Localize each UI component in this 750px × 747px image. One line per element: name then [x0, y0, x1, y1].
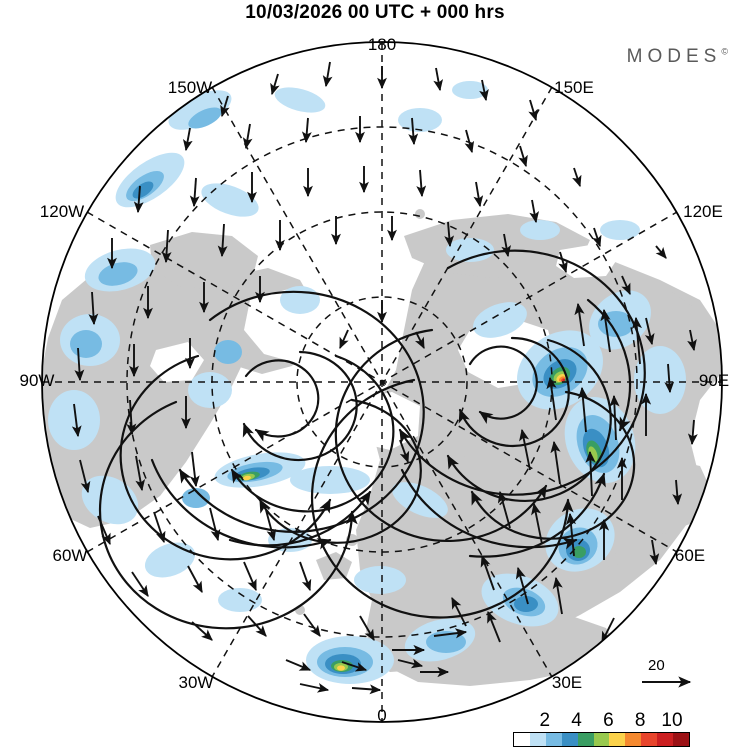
colorbar-swatch-8 [641, 733, 658, 746]
colorbar-tick-10: 10 [661, 710, 683, 731]
wind-vector-layer [71, 61, 698, 695]
colorbar-swatch-6 [609, 733, 626, 746]
lon-label-60w: 60W [52, 546, 88, 565]
colorbar: 2 4 6 8 10 [513, 710, 690, 747]
colorbar-swatch-7 [625, 733, 642, 746]
lon-label-150e: 150E [554, 78, 594, 97]
graticule-layer [42, 42, 722, 722]
colorbar-swatch-0 [514, 733, 530, 746]
globe-outline [41, 41, 723, 723]
lon-label-90w: 90W [19, 371, 55, 390]
colorbar-tick-2: 2 [539, 710, 551, 731]
lon-label-120w: 120W [39, 202, 85, 221]
copyright-icon: © [721, 46, 728, 57]
colorbar-swatches [513, 732, 690, 747]
colorbar-swatch-5 [593, 733, 610, 746]
lon-label-30w: 30W [178, 673, 214, 692]
streamline-layer [98, 249, 646, 630]
colorbar-swatch-1 [529, 733, 546, 746]
colorbar-tick-6: 6 [603, 710, 614, 731]
lon-label-0: 0 [377, 706, 387, 725]
colorbar-swatch-4 [577, 733, 594, 746]
modes-logo: MODES© [627, 46, 728, 68]
page-title: 10/03/2026 00 UTC + 000 hrs [245, 2, 505, 23]
colorbar-tick-8: 8 [634, 710, 646, 731]
lon-label-90e: 90E [698, 371, 730, 390]
lon-label-150w: 150W [167, 78, 213, 97]
colorbar-swatch-10 [673, 733, 689, 746]
colorbar-tick-4: 4 [571, 710, 582, 731]
colorbar-tick-labels: 2 4 6 8 10 [513, 710, 688, 732]
colorbar-swatch-9 [657, 733, 674, 746]
colorbar-swatch-3 [561, 733, 578, 746]
lon-label-180: 180 [367, 35, 397, 54]
lon-label-60e: 60E [674, 546, 706, 565]
colorbar-swatch-2 [545, 733, 562, 746]
brand-name: MODES [626, 46, 722, 67]
vector-scale-label: 20 [648, 657, 665, 674]
lon-label-30e: 30E [551, 673, 583, 692]
vector-scale-arrow [642, 676, 692, 688]
lon-label-120e: 120E [683, 202, 723, 221]
